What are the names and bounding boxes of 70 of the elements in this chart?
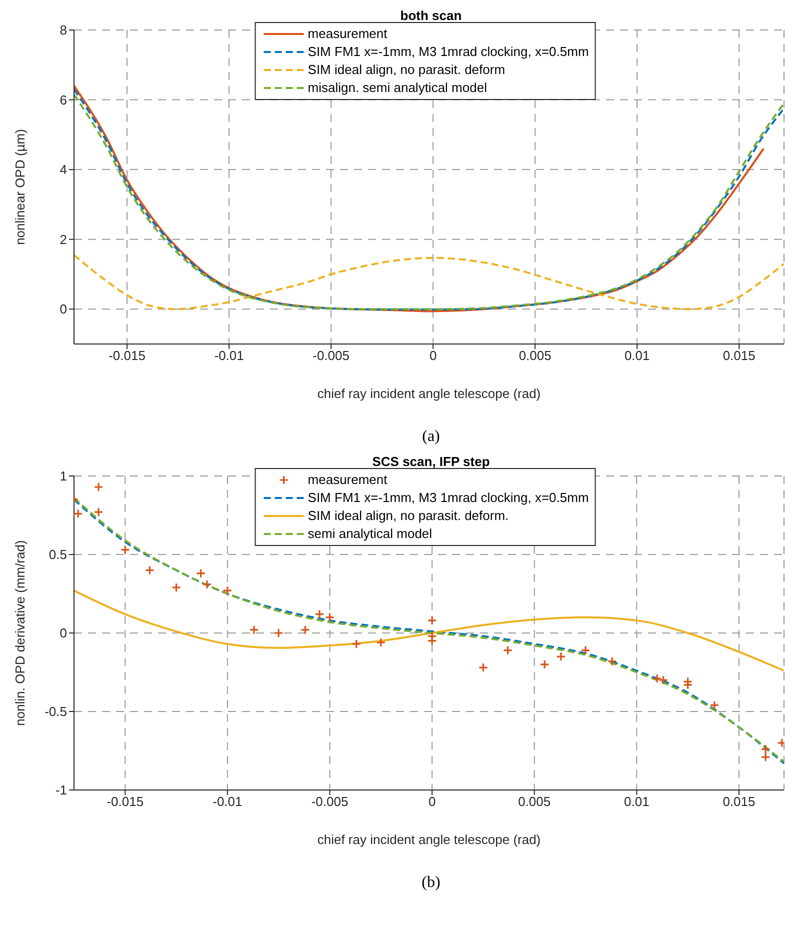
point <box>760 744 770 754</box>
y-tick-label: 1 <box>60 468 67 484</box>
point <box>74 508 83 518</box>
point <box>196 568 206 578</box>
x-tick-label: 0.015 <box>722 348 756 364</box>
x-tick-label: -0.015 <box>106 794 144 810</box>
line-series <box>74 590 784 672</box>
x-axis-title: chief ray incident angle telescope (rad) <box>317 832 541 847</box>
point <box>222 586 232 596</box>
x-tick-label: -0.005 <box>312 348 350 364</box>
legend-label: SIM ideal align, no parasit. deform. <box>308 507 509 525</box>
legend-label: SIM FM1 x=-1mm, M3 1mrad clocking, x=0.5mm <box>308 489 589 507</box>
point <box>710 700 720 710</box>
point <box>683 680 693 690</box>
line-series <box>74 254 784 310</box>
legend-label: SIM FM1 x=-1mm, M3 1mrad clocking, x=0.5mm <box>308 43 589 61</box>
y-tick-label: 0.5 <box>48 547 67 562</box>
point <box>540 660 550 670</box>
y-tick-label: -0.5 <box>44 704 67 720</box>
chart-title: both scan <box>399 8 463 24</box>
legend-label: measurement <box>308 471 388 489</box>
point <box>300 625 310 635</box>
legend-label: misalign. semi analytical model <box>308 79 487 97</box>
point <box>120 544 130 555</box>
point <box>580 645 590 656</box>
y-axis-title: nonlin. OPD derivative (mm/rad) <box>12 540 28 726</box>
point <box>427 636 437 646</box>
text: (b) <box>420 874 442 892</box>
x-tick-label: -0.01 <box>212 794 242 810</box>
x-tick-label: 0 <box>428 794 436 810</box>
point <box>352 639 362 649</box>
y-tick-label: 0 <box>60 302 67 317</box>
y-tick-label: 0 <box>60 626 67 641</box>
legend-label: semi analytical model <box>308 525 432 543</box>
point <box>427 616 437 626</box>
x-tick-label: -0.01 <box>214 348 244 364</box>
point <box>94 482 104 492</box>
y-tick-label: -1 <box>55 782 67 798</box>
x-tick-label: -0.015 <box>108 348 146 364</box>
legend-label: SIM ideal align, no parasit. deform <box>308 61 506 79</box>
point <box>202 580 212 590</box>
point <box>172 582 182 592</box>
point <box>274 628 284 638</box>
point <box>502 645 513 656</box>
x-tick-label: 0.015 <box>722 794 756 810</box>
point <box>376 638 386 648</box>
x-tick-label: 0 <box>429 348 437 364</box>
x-tick-label: -0.005 <box>311 794 348 810</box>
legend-label: measurement <box>308 25 388 43</box>
point <box>314 609 324 619</box>
y-tick-label: 6 <box>60 92 67 108</box>
y-tick-label: 8 <box>60 22 67 38</box>
point <box>324 612 335 622</box>
chart-title: SCS scan, IFP step <box>371 454 491 470</box>
x-tick-label: 0.005 <box>518 794 551 810</box>
x-tick-label: 0.005 <box>518 348 552 364</box>
x-axis-title: chief ray incident angle telescope (rad) <box>317 386 541 401</box>
text: (a) <box>421 428 441 446</box>
point <box>478 662 488 672</box>
point <box>556 652 566 662</box>
point <box>144 565 155 575</box>
x-tick-label: 0.01 <box>624 794 650 810</box>
point <box>607 656 617 666</box>
y-tick-label: 2 <box>60 232 67 247</box>
point <box>249 625 259 635</box>
y-axis-title: nonlinear OPD (µm) <box>12 129 28 245</box>
x-tick-label: 0.01 <box>624 348 650 364</box>
point <box>760 752 770 762</box>
y-tick-label: 4 <box>60 162 67 178</box>
point <box>94 507 104 517</box>
